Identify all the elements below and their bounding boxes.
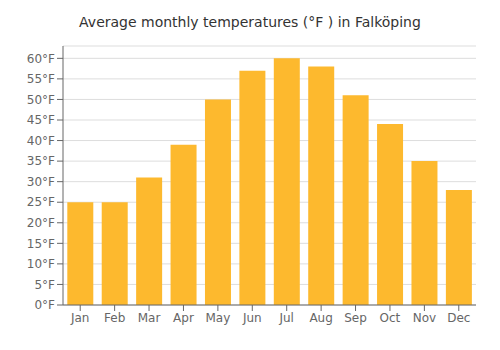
svg-text:Nov: Nov: [413, 311, 436, 325]
svg-text:50°F: 50°F: [27, 93, 55, 107]
svg-text:40°F: 40°F: [27, 134, 55, 148]
svg-text:Oct: Oct: [380, 311, 401, 325]
svg-text:55°F: 55°F: [27, 72, 55, 86]
svg-text:Jul: Jul: [278, 311, 293, 325]
svg-text:5°F: 5°F: [34, 278, 55, 292]
svg-text:Apr: Apr: [173, 311, 194, 325]
svg-text:60°F: 60°F: [27, 52, 55, 66]
svg-text:May: May: [205, 311, 230, 325]
svg-text:Mar: Mar: [138, 311, 161, 325]
svg-text:Dec: Dec: [447, 311, 470, 325]
svg-text:20°F: 20°F: [27, 216, 55, 230]
svg-text:Aug: Aug: [309, 311, 332, 325]
svg-text:30°F: 30°F: [27, 175, 55, 189]
svg-text:0°F: 0°F: [34, 298, 55, 312]
svg-text:45°F: 45°F: [27, 113, 55, 127]
svg-text:Sep: Sep: [344, 311, 367, 325]
svg-text:Jun: Jun: [242, 311, 262, 325]
svg-text:Jan: Jan: [70, 311, 90, 325]
svg-text:15°F: 15°F: [27, 237, 55, 251]
svg-text:Feb: Feb: [104, 311, 125, 325]
svg-text:25°F: 25°F: [27, 195, 55, 209]
html-text:Average monthly temperatures (: Average monthly temperatures (°F ) in Fa…: [79, 14, 421, 30]
svg-text:10°F: 10°F: [27, 257, 55, 271]
svg-text:35°F: 35°F: [27, 154, 55, 168]
